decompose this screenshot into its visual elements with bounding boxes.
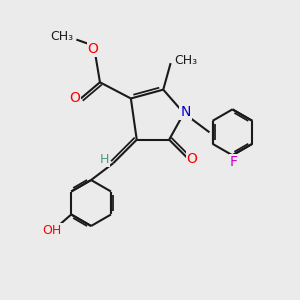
Text: F: F <box>230 155 238 169</box>
Text: H: H <box>100 153 109 166</box>
Text: OH: OH <box>43 224 62 237</box>
Text: N: N <box>180 105 190 119</box>
Text: O: O <box>187 152 197 166</box>
Text: O: O <box>88 42 99 56</box>
Text: O: O <box>70 92 80 106</box>
Text: CH₃: CH₃ <box>50 30 74 43</box>
Text: CH₃: CH₃ <box>174 54 197 67</box>
